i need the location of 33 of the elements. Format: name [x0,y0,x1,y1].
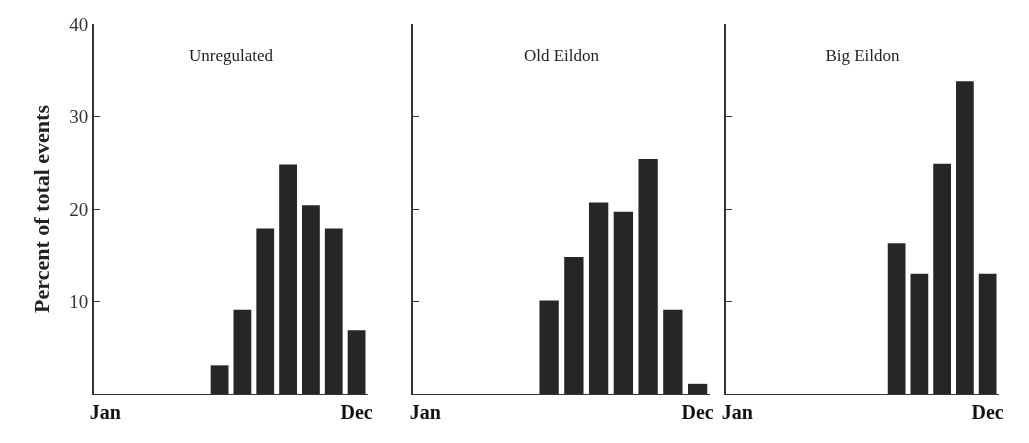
x-tick-label: Dec [971,401,1004,423]
x-tick-label: Jan [721,401,753,423]
y-axis-title: Percent of total events [28,104,54,313]
bar [687,383,708,394]
x-tick-label: Jan [409,401,441,423]
bar [588,202,609,394]
x-tick-label: Dec [681,401,714,423]
bar [910,273,929,394]
bar [347,330,366,394]
bar [210,365,229,394]
bar [233,309,252,394]
y-tick-label: 40 [69,13,89,35]
text: Unregulated [188,45,274,65]
text: Old Eildon [523,45,600,65]
bar [539,300,559,394]
bar [256,228,275,394]
x-tick-label: Dec [340,401,373,423]
x-tick-label: Jan [89,401,121,423]
bar [324,228,343,394]
y-tick-label: 20 [69,198,89,220]
bar [638,159,658,394]
bar [933,163,951,394]
text: Big Eildon [825,45,901,65]
bar [663,309,683,394]
bar [887,243,906,394]
bar [302,205,320,394]
y-tick-label: 30 [69,106,89,128]
bar [956,81,974,394]
y-tick-label: 10 [69,291,89,313]
bar [279,164,297,394]
bar [978,273,997,394]
bar [613,211,634,394]
bar [564,257,584,394]
